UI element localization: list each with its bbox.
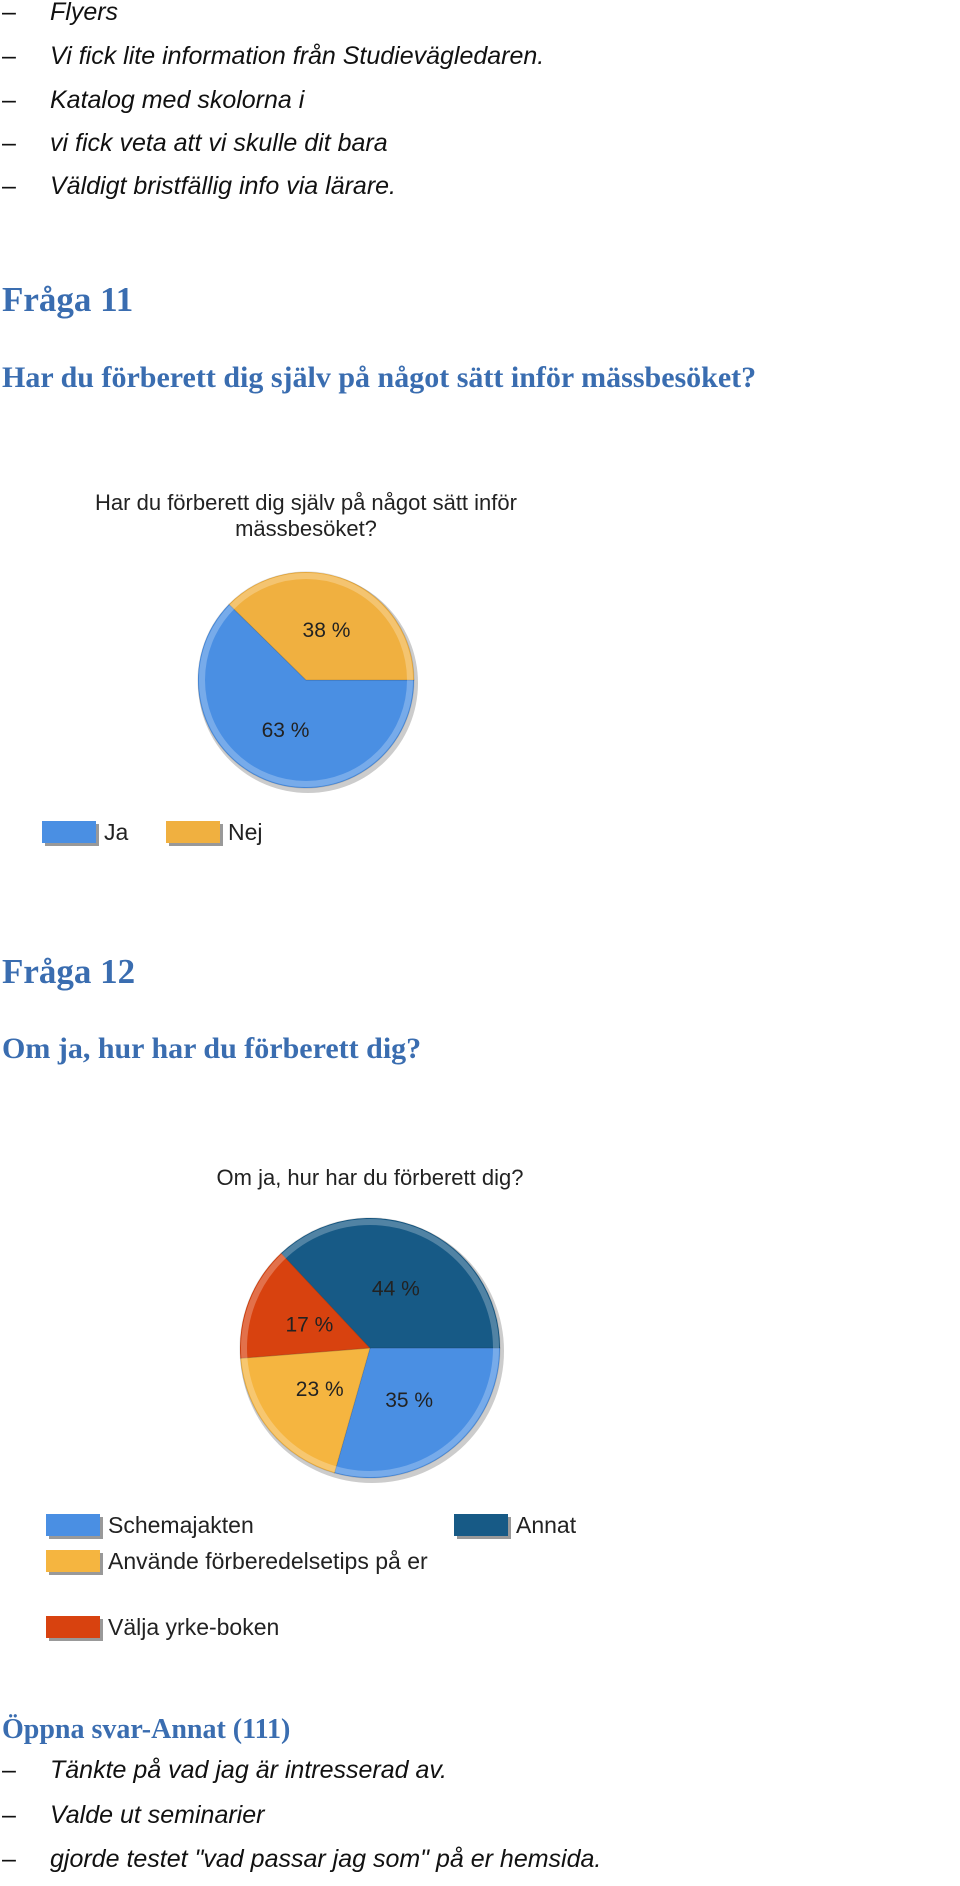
list-item: Valde ut seminarier [50, 1801, 265, 1829]
list-item: Vi fick lite information från Studievägl… [50, 42, 545, 70]
legend-swatch [42, 821, 96, 843]
list-item: Tänkte på vad jag är intresserad av. [50, 1756, 447, 1784]
slice-label: 44 % [372, 1277, 420, 1300]
open-heading: Öppna svar-Annat (111) [2, 1714, 291, 1745]
pie-slice [197, 603, 415, 789]
list-item: Flyers [50, 0, 119, 26]
legend-swatch [46, 1616, 100, 1638]
dash: – [2, 0, 16, 26]
section-heading: Fråga 11 [2, 280, 134, 319]
pie-rim [241, 1219, 499, 1477]
chart-title: Om ja, hur har du förberett dig? [216, 1165, 524, 1190]
dash: – [2, 1801, 16, 1829]
dash: – [2, 172, 16, 200]
question: Har du förberett dig själv på något sätt… [2, 361, 757, 394]
legend-label: Välja yrke-boken [108, 1614, 280, 1640]
dash: – [2, 1845, 16, 1873]
question: Om ja, hur har du förberett dig? [2, 1032, 422, 1065]
dash: – [2, 86, 16, 114]
legend-label: Nej [228, 819, 263, 845]
legend-swatch [166, 821, 220, 843]
section-heading: Fråga 12 [2, 952, 136, 991]
pie-rim [199, 573, 413, 787]
legend-swatch [46, 1550, 100, 1572]
pie-slice [239, 1347, 371, 1474]
legend-swatch [46, 1514, 100, 1536]
slice-label: 17 % [285, 1314, 333, 1337]
slice-label: 38 % [303, 619, 351, 642]
list-item: Katalog med skolorna i [50, 86, 305, 114]
list-item: gjorde testet "vad passar jag som" på er… [50, 1845, 602, 1873]
pie-slice [333, 1347, 501, 1479]
legend-swatch [454, 1514, 508, 1536]
pie-slice [228, 571, 415, 681]
slice-label: 63 % [262, 719, 310, 742]
pie-slice [280, 1217, 501, 1349]
slice-label: 23 % [296, 1378, 344, 1401]
dash: – [2, 42, 16, 70]
dash: – [2, 129, 16, 157]
legend-label: Ja [104, 819, 129, 845]
list-item: vi fick veta att vi skulle dit bara [50, 129, 388, 157]
legend-label: Annat [516, 1512, 577, 1538]
legend-label: Schemajakten [108, 1512, 254, 1538]
pie-slice [239, 1252, 372, 1359]
list-item: Väldigt bristfällig info via lärare. [50, 172, 396, 200]
legend-label: Använde förberedelsetips på er [108, 1548, 428, 1574]
chart-title: Har du förberett dig själv på något sätt… [95, 490, 517, 541]
dash: – [2, 1756, 16, 1784]
slice-label: 35 % [385, 1389, 433, 1412]
